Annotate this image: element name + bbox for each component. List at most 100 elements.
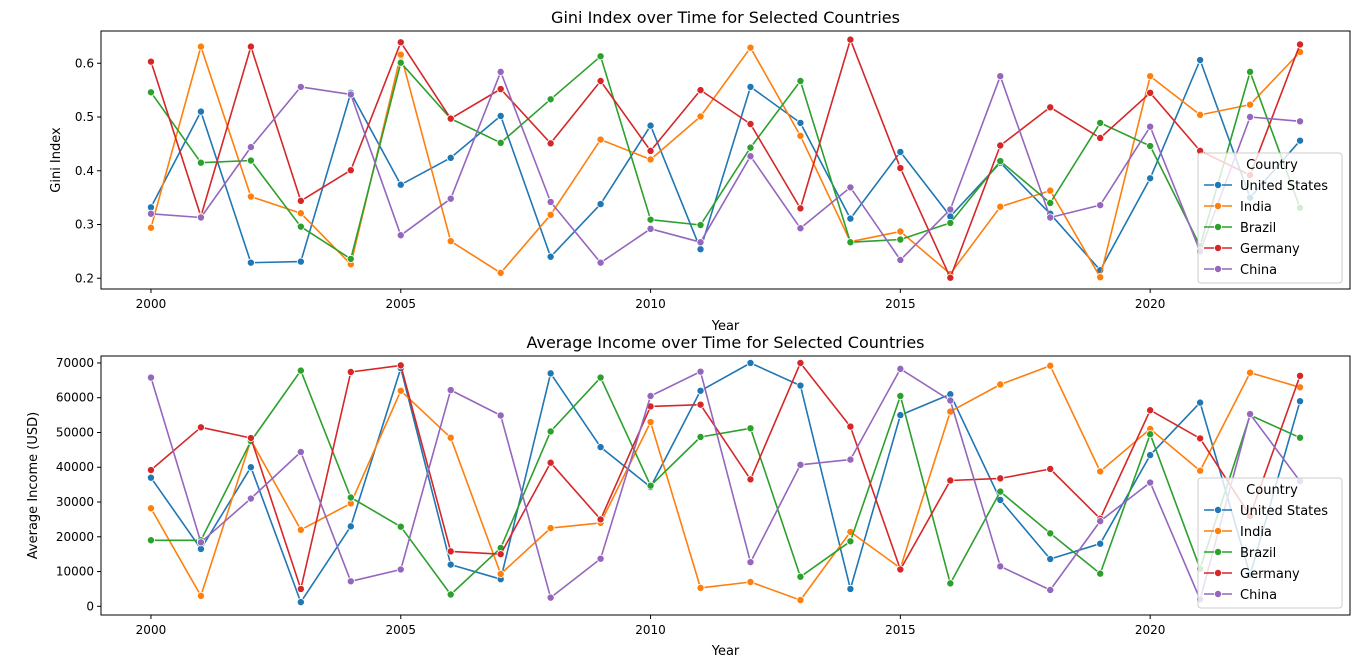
data-point bbox=[346, 522, 355, 531]
data-point bbox=[1046, 186, 1055, 195]
data-point bbox=[446, 547, 455, 556]
chart-title: Gini Index over Time for Selected Countr… bbox=[551, 8, 900, 27]
data-point bbox=[546, 252, 555, 261]
data-point bbox=[1146, 122, 1155, 131]
data-point bbox=[146, 223, 155, 232]
y-tick-label: 50000 bbox=[56, 425, 94, 439]
data-point bbox=[346, 166, 355, 175]
data-point bbox=[1296, 433, 1305, 442]
legend-label-germany: Germany bbox=[1240, 567, 1300, 582]
y-tick-label: 40000 bbox=[56, 460, 94, 474]
series-line-india bbox=[150, 364, 1301, 601]
data-point bbox=[496, 569, 505, 578]
data-point bbox=[1046, 103, 1055, 112]
data-point bbox=[1246, 100, 1255, 109]
data-point bbox=[846, 35, 855, 44]
data-point bbox=[796, 381, 805, 390]
x-tick-label: 2020 bbox=[1135, 297, 1166, 311]
series-india bbox=[146, 361, 1305, 605]
data-point bbox=[746, 577, 755, 586]
data-point bbox=[1096, 118, 1105, 127]
data-point bbox=[796, 460, 805, 469]
data-point bbox=[1246, 368, 1255, 377]
legend-label-china: China bbox=[1240, 588, 1277, 603]
data-point bbox=[246, 434, 255, 443]
y-tick-label: 30000 bbox=[56, 495, 94, 509]
data-point bbox=[546, 95, 555, 104]
data-point bbox=[546, 524, 555, 533]
data-point bbox=[446, 194, 455, 203]
data-point bbox=[946, 205, 955, 214]
legend-box bbox=[1197, 477, 1343, 609]
data-point bbox=[1046, 198, 1055, 207]
data-point bbox=[746, 119, 755, 128]
data-point bbox=[646, 121, 655, 130]
y-tick-label: 0.6 bbox=[75, 56, 94, 70]
data-point bbox=[796, 76, 805, 85]
data-point bbox=[696, 245, 705, 254]
legend-label-germany: Germany bbox=[1240, 242, 1300, 257]
legend: Country United States India Brazil Germany Ch… bbox=[1197, 477, 1343, 609]
data-point bbox=[996, 141, 1005, 150]
data-point bbox=[596, 373, 605, 382]
data-point bbox=[946, 476, 955, 485]
data-point bbox=[796, 358, 805, 367]
data-point bbox=[846, 214, 855, 223]
data-point bbox=[646, 215, 655, 224]
series-united-states bbox=[146, 56, 1305, 275]
data-point bbox=[1046, 361, 1055, 370]
data-point bbox=[346, 90, 355, 99]
series-line-china bbox=[150, 368, 1301, 601]
y-tick-label: 20000 bbox=[56, 530, 94, 544]
data-point bbox=[996, 474, 1005, 483]
plot-frame bbox=[100, 355, 1351, 616]
series-united-states bbox=[146, 358, 1305, 607]
data-point bbox=[746, 558, 755, 567]
data-point bbox=[246, 143, 255, 152]
x-tick-label: 2005 bbox=[385, 297, 416, 311]
data-point bbox=[1096, 569, 1105, 578]
data-point bbox=[496, 268, 505, 277]
series-line-india bbox=[150, 45, 1301, 279]
legend-label-united-states: United States bbox=[1240, 504, 1328, 519]
x-tick-label: 2020 bbox=[1135, 623, 1166, 637]
data-point bbox=[1096, 133, 1105, 142]
legend-marker-germany bbox=[1214, 569, 1223, 578]
x-tick-label: 2005 bbox=[385, 623, 416, 637]
y-axis-label: Average Income (USD) bbox=[26, 412, 41, 559]
x-tick-label: 2010 bbox=[635, 297, 666, 311]
legend-marker-china bbox=[1214, 264, 1223, 273]
data-point bbox=[146, 536, 155, 545]
data-point bbox=[896, 255, 905, 264]
data-point bbox=[746, 143, 755, 152]
series-line-united-states bbox=[150, 362, 1301, 603]
data-point bbox=[846, 422, 855, 431]
data-point bbox=[1196, 398, 1205, 407]
data-point bbox=[796, 572, 805, 581]
data-point bbox=[746, 43, 755, 52]
data-point bbox=[896, 391, 905, 400]
data-point bbox=[1046, 529, 1055, 538]
data-point bbox=[546, 197, 555, 206]
data-point bbox=[496, 67, 505, 76]
data-point bbox=[496, 85, 505, 94]
legend-marker-brazil bbox=[1214, 548, 1223, 557]
y-tick-label: 0 bbox=[86, 599, 94, 613]
data-point bbox=[396, 50, 405, 59]
y-tick-label: 60000 bbox=[56, 391, 94, 405]
series-line-united-states bbox=[150, 59, 1301, 272]
data-point bbox=[296, 222, 305, 231]
data-point bbox=[146, 466, 155, 475]
legend-label-india: India bbox=[1240, 200, 1272, 215]
data-point bbox=[596, 258, 605, 267]
data-point bbox=[346, 254, 355, 263]
data-point bbox=[246, 463, 255, 472]
data-point bbox=[1046, 464, 1055, 473]
data-point bbox=[346, 493, 355, 502]
data-point bbox=[196, 107, 205, 116]
data-point bbox=[996, 380, 1005, 389]
data-point bbox=[246, 258, 255, 267]
data-point bbox=[1096, 539, 1105, 548]
data-point bbox=[1146, 72, 1155, 81]
legend-marker-united-states bbox=[1214, 505, 1223, 514]
